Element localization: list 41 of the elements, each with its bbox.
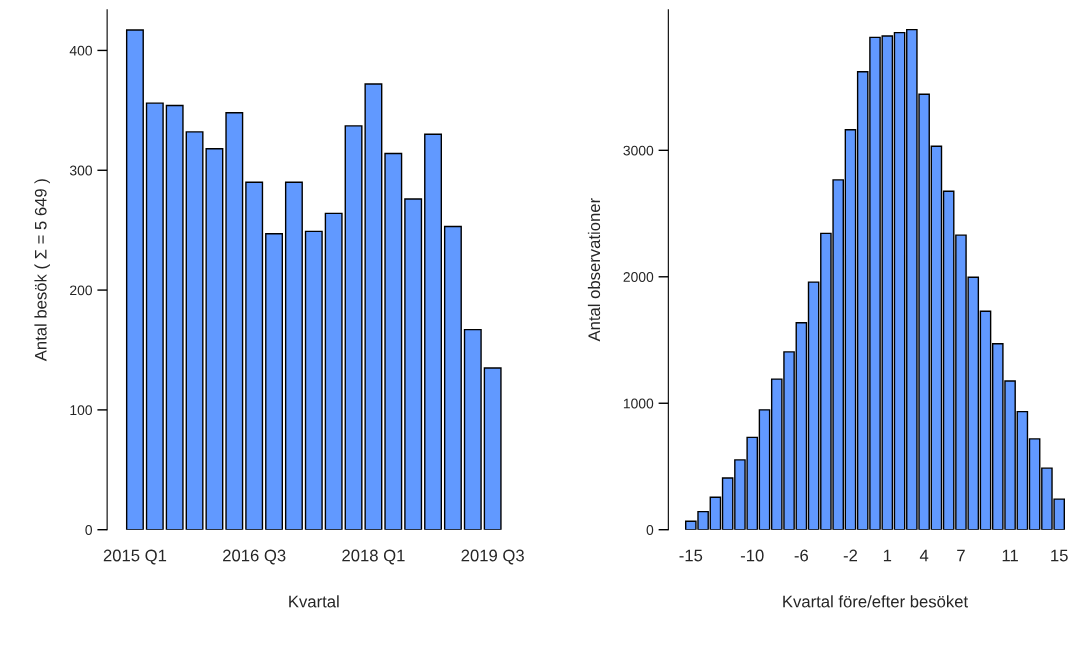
y-tick-label: 3000 (623, 145, 654, 156)
y-tick-label: 1000 (623, 398, 654, 409)
x-tick-label: 2015 Q1 (103, 549, 167, 565)
bar (165, 104, 184, 530)
x-tick-label: 2016 Q3 (223, 549, 286, 565)
y-axis-title: Antal observationer (587, 198, 601, 342)
x-axis-title: Kvartal före/efter besöket (783, 595, 968, 608)
bar (463, 328, 482, 530)
bar (404, 198, 423, 530)
x-tick-label: 15 (1051, 549, 1068, 562)
x-tick-label: 2018 Q1 (342, 549, 405, 565)
y-axis-title: Antal besök ( Σ = 5 649 ) (34, 179, 50, 362)
y-tick-label: 200 (70, 285, 93, 296)
y-tick-label: 2000 (623, 272, 654, 282)
bar (324, 212, 343, 530)
bar (284, 181, 303, 530)
bar (265, 233, 284, 530)
y-tick-label: 400 (69, 45, 93, 56)
bar (225, 112, 244, 530)
y-tick-label: 300 (69, 165, 93, 176)
x-tick-label: -10 (740, 549, 764, 562)
x-tick-label: 11 (1002, 549, 1018, 562)
bar (424, 133, 443, 530)
bar (384, 152, 403, 530)
x-tick-label: 4 (919, 549, 929, 562)
bar (483, 367, 502, 530)
x-tick-label: 2019 Q3 (461, 549, 524, 565)
x-axis-title: Kvartal (289, 595, 339, 608)
x-tick-label: -6 (794, 549, 809, 562)
bar (304, 230, 323, 530)
bar (145, 102, 164, 530)
bar (125, 29, 144, 530)
y-tick-label: 100 (70, 405, 93, 416)
bar (245, 181, 264, 530)
bar (443, 225, 462, 530)
x-tick-label: -2 (843, 549, 858, 562)
x-tick-label: -15 (679, 549, 703, 562)
x-tick-label: 1 (883, 549, 892, 562)
x-tick-label: 7 (957, 549, 965, 562)
y-tick-label: 0 (85, 525, 93, 535)
y-tick-label: 0 (646, 525, 654, 535)
